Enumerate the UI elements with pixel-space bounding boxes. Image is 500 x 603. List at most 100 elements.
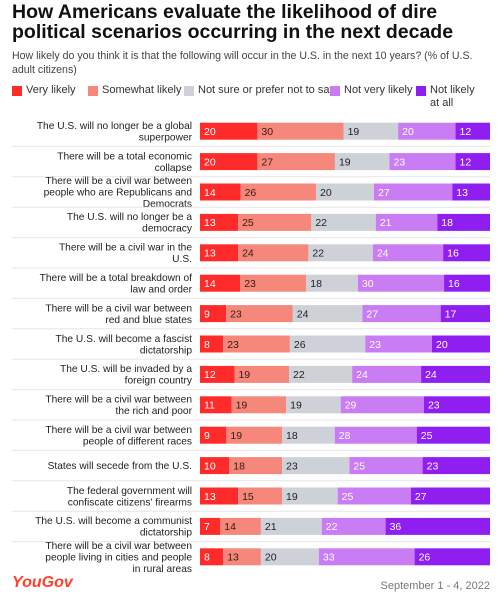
data-label: 22 (326, 521, 338, 533)
bar-segment (357, 274, 445, 292)
data-label: 13 (204, 217, 216, 229)
category-label: There will be a civil war between the ric… (45, 395, 192, 418)
category-label: There will be a civil war in the U.S. (59, 243, 192, 265)
data-label: 18 (310, 278, 322, 290)
bar-segment (231, 396, 287, 414)
bar-segment (437, 213, 490, 231)
bar-segment (423, 396, 490, 414)
bar-segment (349, 457, 423, 475)
legend-label-not-likely-at-all: Not likely at all (430, 84, 475, 109)
data-label: 20 (320, 187, 332, 199)
bar-segment (200, 183, 241, 201)
bar-segment (372, 244, 444, 262)
bar-segment (414, 548, 490, 566)
data-label: 19 (238, 369, 250, 381)
data-label: 23 (227, 339, 239, 351)
bar-segment (421, 365, 490, 383)
bar-segment (220, 517, 261, 535)
data-label: 19 (290, 400, 302, 412)
bar-segment (318, 548, 415, 566)
bar-segment (334, 426, 417, 444)
bar-segment (282, 487, 338, 505)
bar-segment (334, 153, 390, 171)
bar-segment (375, 213, 438, 231)
category-label: There will be a total breakdown of law an… (40, 273, 193, 296)
category-label: The federal government will confiscate ci… (67, 486, 192, 509)
bar-segment (422, 457, 490, 475)
chart-title: How Americans evaluate the likelihood of… (12, 1, 454, 43)
data-label: 24 (356, 369, 368, 381)
category-label: There will be a civil war between red and… (45, 303, 192, 326)
category-label: The U.S. will be invaded by a foreign cou… (60, 364, 193, 387)
legend-label-very-likely: Very likely (26, 84, 76, 96)
bar-segment (289, 335, 366, 353)
bar-segment (352, 365, 422, 383)
legend-swatch-not-very-likely (330, 86, 340, 96)
data-label: 24 (242, 248, 254, 260)
bar-segment (385, 517, 490, 535)
legend-swatch-somewhat-likely (88, 86, 98, 96)
bar-segment (200, 244, 239, 262)
data-label: 13 (204, 491, 216, 503)
data-label: 25 (353, 460, 365, 472)
data-label: 19 (230, 430, 242, 442)
bar-segment (444, 274, 490, 292)
yougov-logo: YouGov (12, 574, 73, 591)
data-label: 12 (204, 369, 216, 381)
data-label: 19 (348, 126, 360, 138)
data-label: 16 (448, 278, 460, 290)
bar-segment (200, 457, 230, 475)
bar-segment (343, 122, 399, 140)
category-label: There will be a civil war between people … (45, 425, 192, 448)
bar-segment (398, 122, 456, 140)
data-label: 20 (265, 552, 277, 564)
bar-segment (200, 517, 221, 535)
bar-segment (282, 457, 350, 475)
bar-segment (240, 183, 316, 201)
data-label: 19 (339, 156, 351, 168)
data-label: 11 (204, 400, 215, 412)
data-label: 23 (244, 278, 256, 290)
bar-segment (260, 517, 322, 535)
data-label: 33 (323, 552, 335, 564)
data-label: 13 (456, 187, 468, 199)
data-label: 9 (204, 430, 210, 442)
data-label: 18 (286, 430, 298, 442)
bar-segment (200, 396, 232, 414)
bar-segment (223, 335, 290, 353)
data-label: 14 (204, 187, 216, 199)
chart-subtitle: How likely do you think it is that the f… (12, 50, 473, 76)
data-label: 36 (390, 521, 402, 533)
data-label: 24 (377, 248, 389, 260)
data-label: 13 (204, 248, 216, 260)
data-label: 27 (366, 308, 378, 320)
bar-segment (337, 487, 411, 505)
bar-segment (240, 274, 307, 292)
bar-segment (311, 213, 376, 231)
data-label: 18 (233, 460, 245, 472)
data-label: 20 (402, 126, 414, 138)
legend-label-somewhat-likely: Somewhat likely (102, 84, 182, 96)
bar-segment (238, 487, 283, 505)
data-label: 8 (204, 339, 210, 351)
bar-segment (389, 153, 456, 171)
data-label: 13 (227, 552, 239, 564)
data-label: 15 (242, 491, 254, 503)
bar-segment (282, 426, 335, 444)
category-label: The U.S. will no longer be a global super… (37, 121, 193, 144)
data-label: 8 (204, 552, 210, 564)
data-label: 14 (204, 278, 216, 290)
bar-segment (200, 335, 224, 353)
data-label: 27 (378, 187, 390, 199)
data-label: 17 (445, 308, 457, 320)
data-label: 16 (447, 248, 459, 260)
data-label: 24 (425, 369, 437, 381)
bar-segment (234, 365, 290, 383)
bar-segment (306, 274, 358, 292)
data-label: 23 (427, 460, 439, 472)
bar-segment (292, 305, 363, 323)
bar-segment (238, 213, 312, 231)
bar-segment (289, 365, 353, 383)
data-label: 21 (265, 521, 277, 533)
bar-segment (440, 305, 490, 323)
